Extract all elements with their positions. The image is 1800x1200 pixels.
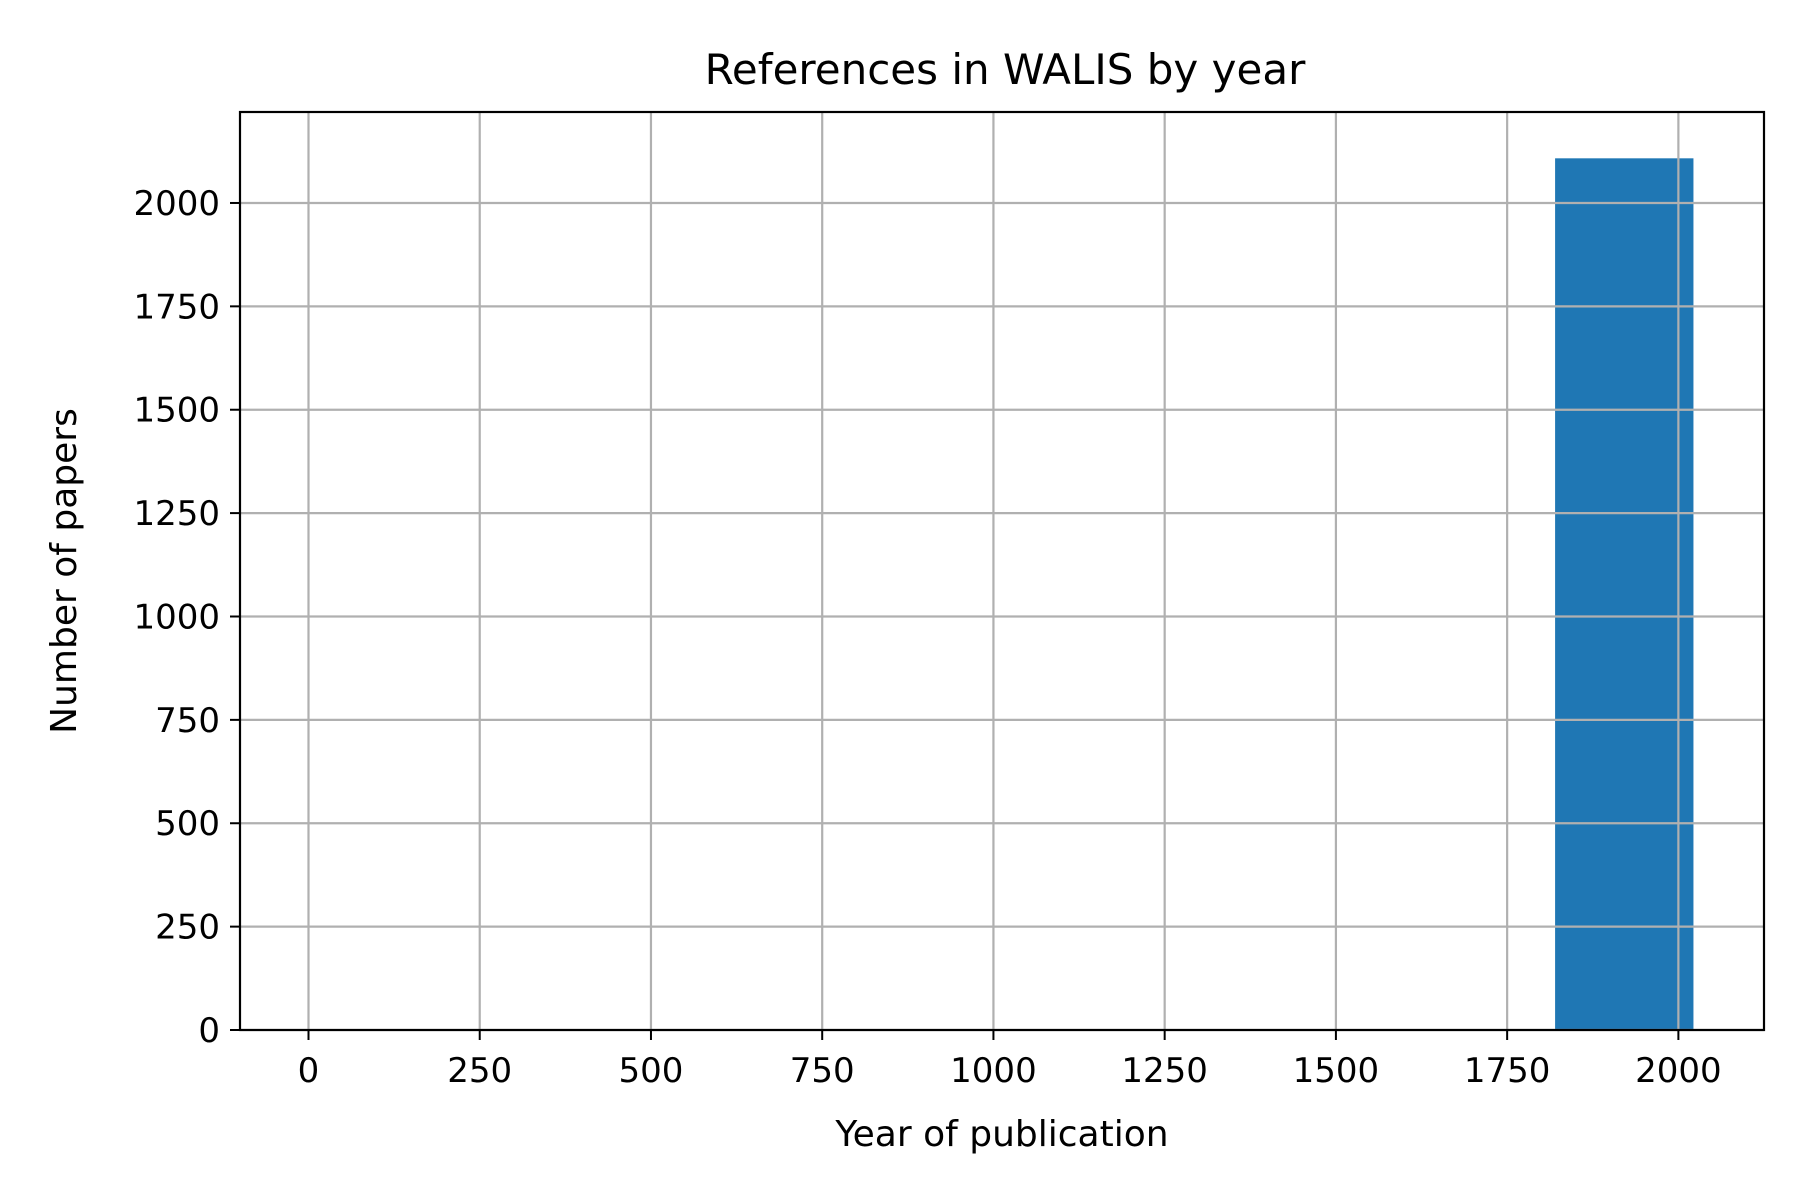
x-tick-label: 250 bbox=[447, 1051, 512, 1091]
x-tick-label: 2000 bbox=[1635, 1051, 1722, 1091]
x-tick-label: 1000 bbox=[950, 1051, 1037, 1091]
bars bbox=[1555, 158, 1694, 1031]
y-tick-label: 2000 bbox=[133, 184, 220, 224]
x-tick-label: 1500 bbox=[1293, 1051, 1380, 1091]
y-tick-label: 750 bbox=[155, 701, 220, 741]
x-tick-label: 500 bbox=[619, 1051, 684, 1091]
x-axis-ticks: 0 250 500 750 1000 1250 1500 1750 2000 bbox=[298, 1030, 1722, 1091]
y-tick-label: 1000 bbox=[133, 597, 220, 637]
y-tick-label: 250 bbox=[155, 908, 220, 948]
y-tick-label: 0 bbox=[198, 1011, 220, 1051]
x-tick-label: 0 bbox=[298, 1051, 320, 1091]
x-tick-label: 1250 bbox=[1121, 1051, 1208, 1091]
y-tick-label: 1250 bbox=[133, 494, 220, 534]
x-tick-label: 1750 bbox=[1464, 1051, 1551, 1091]
y-axis-ticks: 0 250 500 750 1000 1250 1500 1750 2000 bbox=[133, 184, 240, 1051]
chart-title: References in WALIS by year bbox=[705, 45, 1306, 94]
y-tick-label: 1750 bbox=[133, 287, 220, 327]
y-axis-label: Number of papers bbox=[44, 408, 85, 734]
y-tick-label: 500 bbox=[155, 804, 220, 844]
y-tick-label: 1500 bbox=[133, 391, 220, 431]
x-tick-label: 750 bbox=[790, 1051, 855, 1091]
grid-lines-front bbox=[240, 112, 1764, 1032]
plot-area-frame bbox=[238, 110, 1766, 1032]
x-axis-label: Year of publication bbox=[834, 1114, 1168, 1155]
histogram-bar bbox=[1555, 158, 1694, 1031]
